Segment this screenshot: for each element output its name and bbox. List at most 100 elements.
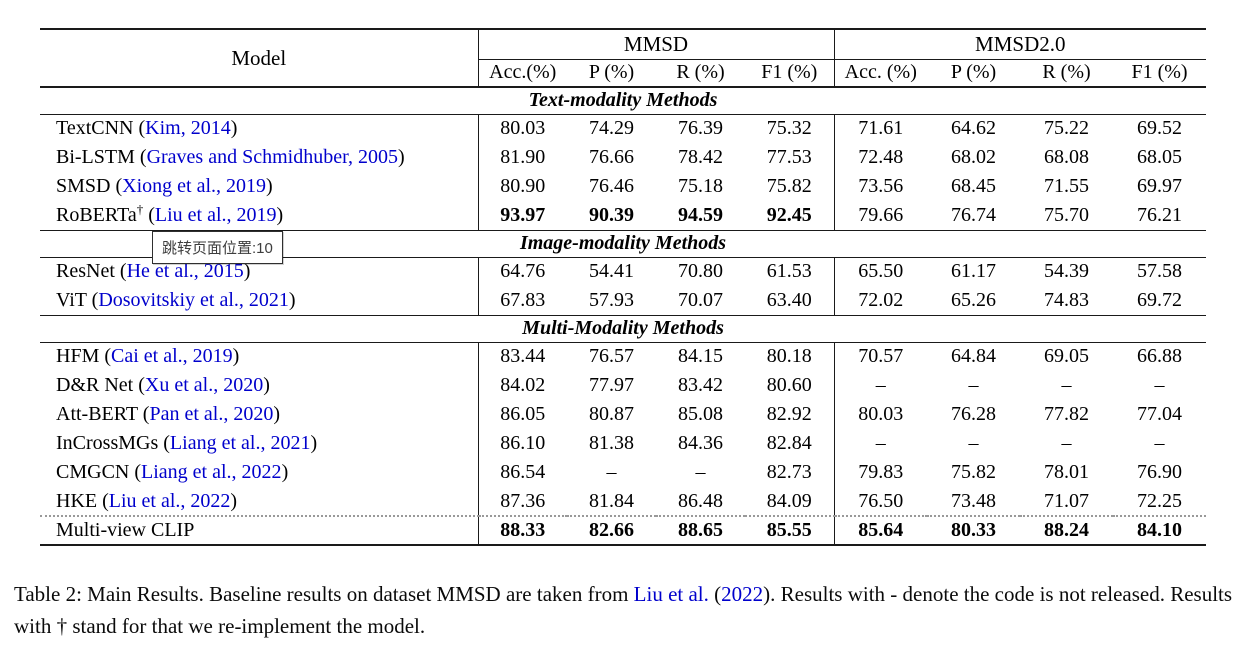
value-cell: 82.84: [766, 432, 812, 454]
table-row: RoBERTa† (Liu et al., 2019) 93.97 90.39 94.…: [40, 201, 1206, 230]
value-cell: 71.07: [1044, 489, 1090, 512]
value-cell: 68.08: [1044, 146, 1090, 168]
model-name: ResNet: [56, 260, 115, 283]
value-cell: 84.09: [766, 489, 812, 512]
value-cell: 78.42: [678, 146, 723, 168]
table-row: HKE (Liu et al., 2022) 87.36 81.84 86.48 84.…: [40, 487, 1206, 516]
citation-open-paren: (: [97, 489, 109, 512]
model-cell: InCrossMGs (Liang et al., 2021): [40, 429, 478, 458]
model-cell: D&R Net (Xu et al., 2020): [40, 371, 478, 400]
model-cell: CMGCN (Liang et al., 2022): [40, 458, 478, 487]
value-cell: 81.90: [477, 143, 567, 172]
value-cell: 87.36: [477, 487, 567, 516]
citation-link[interactable]: Liang et al., 2022: [141, 461, 282, 483]
value-cell: 75.82: [766, 175, 812, 197]
citation-link[interactable]: Xu et al., 2020: [144, 374, 264, 396]
value-cell: 68.05: [1137, 146, 1183, 168]
results-table-container: Model MMSD MMSD2.0 Acc.(%) P (%) R (%) F…: [40, 28, 1207, 546]
model-name: TextCNN: [56, 117, 134, 140]
model-cell: Bi-LSTM (Graves and Schmidhuber, 2005): [40, 143, 478, 172]
citation-close-paren: ): [273, 403, 280, 425]
citation-close-paren: ): [276, 203, 284, 226]
mmsd-acc-header: Acc.(%): [477, 59, 567, 88]
citation-open-paren: (: [110, 175, 123, 197]
value-cell: 65.26: [951, 288, 997, 311]
value-cell: 71.55: [1044, 175, 1090, 197]
value-cell: 76.21: [1137, 203, 1183, 226]
value-cell: 80.03: [477, 114, 567, 143]
citation-open-paren: (: [143, 203, 155, 226]
value-cell: 82.73: [766, 461, 812, 483]
value-cell: 86.54: [477, 458, 567, 487]
value-cell: 80.33: [927, 515, 1021, 545]
citation-link[interactable]: Liu et al., 2019: [154, 203, 277, 226]
value-cell: 80.18: [766, 345, 812, 368]
value-cell: –: [1061, 374, 1072, 396]
value-cell: 54.39: [1044, 260, 1090, 283]
mmsd2-acc-header: Acc. (%): [833, 59, 928, 88]
value-cell: –: [1154, 374, 1165, 396]
value-cell: 80.03: [833, 400, 928, 429]
citation-link[interactable]: Dosovitskiy et al., 2021: [98, 288, 289, 311]
value-cell: 75.82: [951, 461, 997, 483]
value-cell: 57.58: [1137, 260, 1183, 283]
value-cell: 85.08: [678, 403, 723, 425]
value-cell: 66.88: [1137, 345, 1183, 368]
dagger-marker: †: [136, 201, 144, 217]
section-header-row: Text-modality Methods: [40, 86, 1207, 115]
model-name: HFM: [56, 345, 100, 368]
citation-link[interactable]: He et al., 2015: [126, 260, 244, 283]
value-cell: 90.39: [589, 203, 634, 226]
citation-link[interactable]: Xiong et al., 2019: [122, 175, 267, 197]
table-row: Att-BERT (Pan et al., 2020) 86.05 80.87 85.…: [40, 400, 1206, 429]
citation-link[interactable]: Pan et al., 2020: [149, 403, 274, 425]
citation-close-paren: ): [232, 345, 240, 368]
citation-link[interactable]: Liu et al., 2022: [108, 489, 231, 512]
value-cell: 84.10: [1113, 515, 1207, 545]
section-header-row: Multi-Modality Methods: [40, 314, 1207, 343]
mmsd2-group-header: MMSD2.0: [833, 29, 1207, 60]
citation-link[interactable]: Kim, 2014: [145, 117, 231, 140]
caption-text: (: [708, 582, 722, 606]
value-cell: –: [833, 429, 928, 458]
value-cell: 73.48: [951, 489, 997, 512]
value-cell: 63.40: [766, 288, 812, 311]
citation-open-paren: (: [134, 146, 147, 168]
citation-link[interactable]: Graves and Schmidhuber, 2005: [146, 146, 398, 168]
table-row: ResNet (He et al., 2015) 64.76 54.41 70.80 6…: [40, 257, 1206, 286]
section-title: Text-modality Methods: [40, 86, 1207, 115]
citation-close-paren: ): [288, 288, 296, 311]
citation-close-paren: ): [230, 117, 238, 140]
model-cell: HKE (Liu et al., 2022): [40, 487, 478, 516]
value-cell: 77.04: [1137, 403, 1183, 425]
model-name: Multi-view CLIP: [56, 519, 195, 541]
model-column-header: Model: [40, 29, 478, 88]
value-cell: 69.05: [1044, 345, 1090, 368]
value-cell: 69.52: [1137, 117, 1183, 140]
citation-link[interactable]: Liang et al., 2021: [169, 432, 311, 454]
citation-close-paren: ): [281, 461, 289, 483]
caption-citation-link[interactable]: Liu et al.: [633, 582, 709, 606]
value-cell: 82.66: [567, 515, 656, 545]
citation-close-paren: ): [263, 374, 270, 396]
value-cell: 70.07: [678, 288, 723, 311]
value-cell: 76.28: [951, 403, 997, 425]
value-cell: 64.62: [951, 117, 997, 140]
page-jump-tooltip: 跳转页面位置:10: [152, 231, 283, 264]
value-cell: 75.18: [678, 175, 723, 197]
model-cell: ResNet (He et al., 2015): [40, 257, 478, 286]
value-cell: 77.82: [1044, 403, 1090, 425]
value-cell: 83.44: [477, 342, 567, 371]
section-title: Multi-Modality Methods: [40, 314, 1207, 343]
value-cell: 93.97: [477, 201, 567, 230]
value-cell: 77.53: [766, 146, 812, 168]
citation-close-paren: ): [230, 489, 238, 512]
model-cell: RoBERTa† (Liu et al., 2019): [40, 201, 478, 230]
value-cell: 69.97: [1137, 175, 1183, 197]
citation-open-paren: (: [86, 288, 99, 311]
model-cell: HFM (Cai et al., 2019): [40, 342, 478, 371]
caption-citation-link[interactable]: 2022: [721, 582, 764, 606]
value-cell: 85.55: [745, 515, 835, 545]
value-cell: –: [695, 461, 706, 483]
citation-link[interactable]: Cai et al., 2019: [111, 345, 233, 368]
